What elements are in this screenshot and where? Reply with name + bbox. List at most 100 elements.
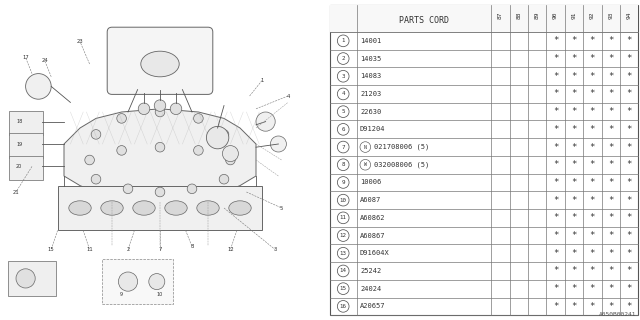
Text: N: N	[364, 145, 367, 149]
Text: 20: 20	[16, 164, 22, 169]
Text: *: *	[627, 284, 632, 293]
Circle shape	[337, 53, 349, 64]
Text: *: *	[589, 284, 595, 293]
FancyBboxPatch shape	[9, 111, 42, 135]
Text: 2: 2	[342, 56, 345, 61]
Text: *: *	[572, 90, 577, 99]
Circle shape	[193, 114, 204, 123]
Text: 16: 16	[340, 304, 347, 309]
Circle shape	[117, 146, 127, 155]
Text: 3: 3	[342, 74, 345, 79]
Text: *: *	[589, 36, 595, 45]
Text: 7: 7	[158, 247, 162, 252]
Circle shape	[337, 194, 349, 206]
Circle shape	[219, 130, 229, 139]
Text: 90: 90	[553, 12, 558, 20]
Bar	[330, 5, 639, 32]
FancyBboxPatch shape	[102, 259, 173, 304]
Circle shape	[337, 141, 349, 153]
Text: 15: 15	[340, 286, 347, 291]
Text: A6087: A6087	[360, 197, 381, 203]
Circle shape	[85, 155, 95, 165]
Text: *: *	[589, 231, 595, 240]
Text: 12: 12	[227, 247, 234, 252]
Circle shape	[337, 300, 349, 312]
Text: *: *	[627, 54, 632, 63]
Text: *: *	[572, 107, 577, 116]
Text: 87: 87	[498, 12, 503, 20]
Text: D91204: D91204	[360, 126, 385, 132]
Text: *: *	[608, 178, 614, 187]
Text: *: *	[627, 160, 632, 169]
Text: 24: 24	[42, 58, 48, 63]
Circle shape	[187, 184, 197, 194]
Text: *: *	[608, 125, 614, 134]
Circle shape	[207, 126, 229, 149]
Text: 14001: 14001	[360, 38, 381, 44]
Circle shape	[149, 274, 165, 290]
Text: *: *	[553, 196, 558, 205]
Text: *: *	[572, 284, 577, 293]
Circle shape	[337, 88, 349, 100]
Text: 8: 8	[190, 244, 194, 249]
Text: 10006: 10006	[360, 180, 381, 186]
Text: 8: 8	[342, 162, 345, 167]
Text: *: *	[627, 267, 632, 276]
Text: 10: 10	[157, 292, 163, 297]
Text: 1: 1	[260, 77, 264, 83]
Text: *: *	[553, 302, 558, 311]
Text: *: *	[572, 249, 577, 258]
Text: *: *	[553, 231, 558, 240]
Text: *: *	[572, 196, 577, 205]
Text: 14083: 14083	[360, 73, 381, 79]
Text: *: *	[572, 231, 577, 240]
Text: *: *	[627, 72, 632, 81]
Text: *: *	[553, 213, 558, 222]
Text: *: *	[572, 125, 577, 134]
Circle shape	[337, 35, 349, 47]
Circle shape	[337, 177, 349, 188]
Text: *: *	[608, 36, 614, 45]
Circle shape	[360, 159, 371, 170]
Circle shape	[155, 187, 165, 197]
Text: 12: 12	[340, 233, 347, 238]
Text: *: *	[553, 72, 558, 81]
FancyBboxPatch shape	[108, 27, 212, 94]
Ellipse shape	[101, 201, 123, 215]
Circle shape	[92, 174, 101, 184]
Text: 021708006 (5): 021708006 (5)	[374, 144, 429, 150]
Text: 21203: 21203	[360, 91, 381, 97]
Text: *: *	[608, 160, 614, 169]
Text: 032008006 (5): 032008006 (5)	[374, 162, 429, 168]
Text: 92: 92	[590, 12, 595, 20]
Text: *: *	[627, 196, 632, 205]
Text: *: *	[572, 72, 577, 81]
Text: *: *	[589, 125, 595, 134]
Text: *: *	[553, 54, 558, 63]
Text: *: *	[553, 267, 558, 276]
Text: 10: 10	[340, 198, 347, 203]
Text: *: *	[608, 107, 614, 116]
Text: *: *	[608, 302, 614, 311]
Text: *: *	[627, 178, 632, 187]
Text: 94: 94	[627, 12, 632, 20]
Text: 22630: 22630	[360, 109, 381, 115]
Circle shape	[170, 103, 182, 115]
Ellipse shape	[165, 201, 188, 215]
Text: *: *	[572, 36, 577, 45]
Text: *: *	[553, 125, 558, 134]
Text: *: *	[608, 90, 614, 99]
Text: *: *	[627, 36, 632, 45]
Ellipse shape	[197, 201, 219, 215]
Circle shape	[138, 103, 150, 115]
Text: *: *	[627, 249, 632, 258]
Text: 2: 2	[126, 247, 130, 252]
Text: *: *	[589, 249, 595, 258]
Text: *: *	[589, 160, 595, 169]
Text: 18: 18	[16, 119, 22, 124]
Text: 15: 15	[48, 247, 54, 252]
Text: *: *	[589, 90, 595, 99]
Circle shape	[337, 70, 349, 82]
Text: 7: 7	[342, 145, 345, 149]
Text: *: *	[589, 267, 595, 276]
